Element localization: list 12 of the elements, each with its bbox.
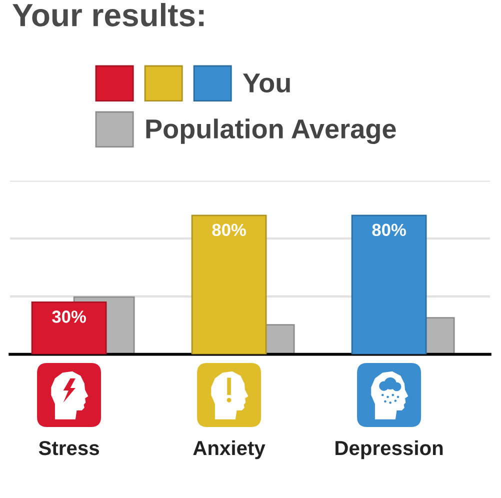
bar (191, 214, 267, 354)
legend-label: Population Average (146, 118, 396, 144)
data-label: 80% (212, 224, 246, 236)
x-tick-label: Stress (38, 440, 100, 456)
bar (351, 214, 427, 354)
x-tick-label: Depression (336, 440, 443, 460)
data-label: 30% (52, 310, 86, 323)
chart-title: Your results: (12, 3, 204, 26)
legend-label: You (242, 74, 290, 93)
bar (31, 302, 107, 354)
x-tick-label: Anxiety (193, 440, 266, 460)
data-label: 80% (372, 224, 406, 236)
